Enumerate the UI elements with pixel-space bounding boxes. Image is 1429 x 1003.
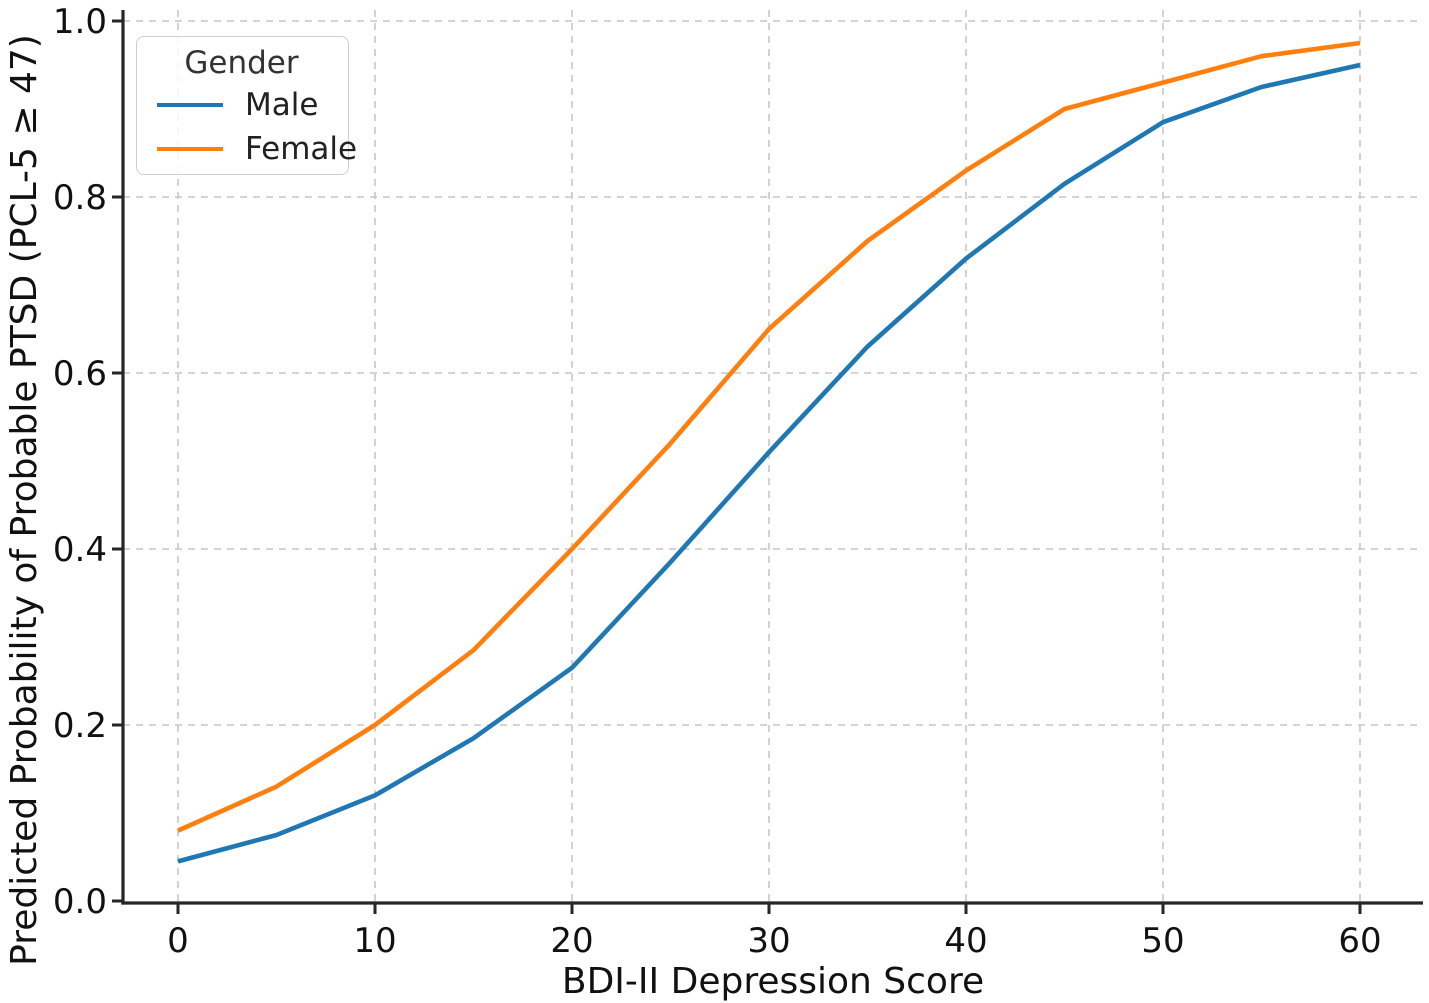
legend-title: Gender [184,45,299,81]
x-tick-label: 10 [353,921,396,961]
axis-layer: 0 10 20 30 40 50 60 0.0 0.2 0.4 0.6 0.8 1.0 [53,2,1423,961]
x-tick-label: 40 [944,921,987,961]
y-tick-label: 0.6 [53,354,107,394]
legend-entry-label: Female [245,130,358,167]
series-line-female [177,40,1361,833]
grid-layer [123,10,1423,903]
legend-rows: Male Female [149,83,357,171]
y-tick-label: 1.0 [53,2,107,42]
legend-row-male: Male [149,83,334,127]
x-tick-label: 30 [747,921,790,961]
x-tick-label: 20 [550,921,593,961]
x-tick-label: 0 [167,921,189,961]
x-tick-label: 50 [1141,921,1184,961]
legend-entry-label: Male [245,86,319,123]
x-tick-label: 60 [1338,921,1381,961]
y-axis-label: Predicted Probability of Probable PTSD (… [4,34,45,966]
y-tick-label: 0.0 [53,882,107,922]
legend: Gender Male Female [136,36,357,175]
legend-line-swatch-female [157,146,223,152]
y-tick-label: 0.8 [53,178,107,218]
y-tick-label: 0.2 [53,706,107,746]
legend-row-female: Female [149,127,357,171]
series-line-male [177,62,1361,864]
x-axis-label: BDI-II Depression Score [562,961,984,1002]
y-tick-label: 0.4 [53,530,107,570]
legend-line-swatch-male [157,102,223,108]
series-layer [177,40,1361,864]
